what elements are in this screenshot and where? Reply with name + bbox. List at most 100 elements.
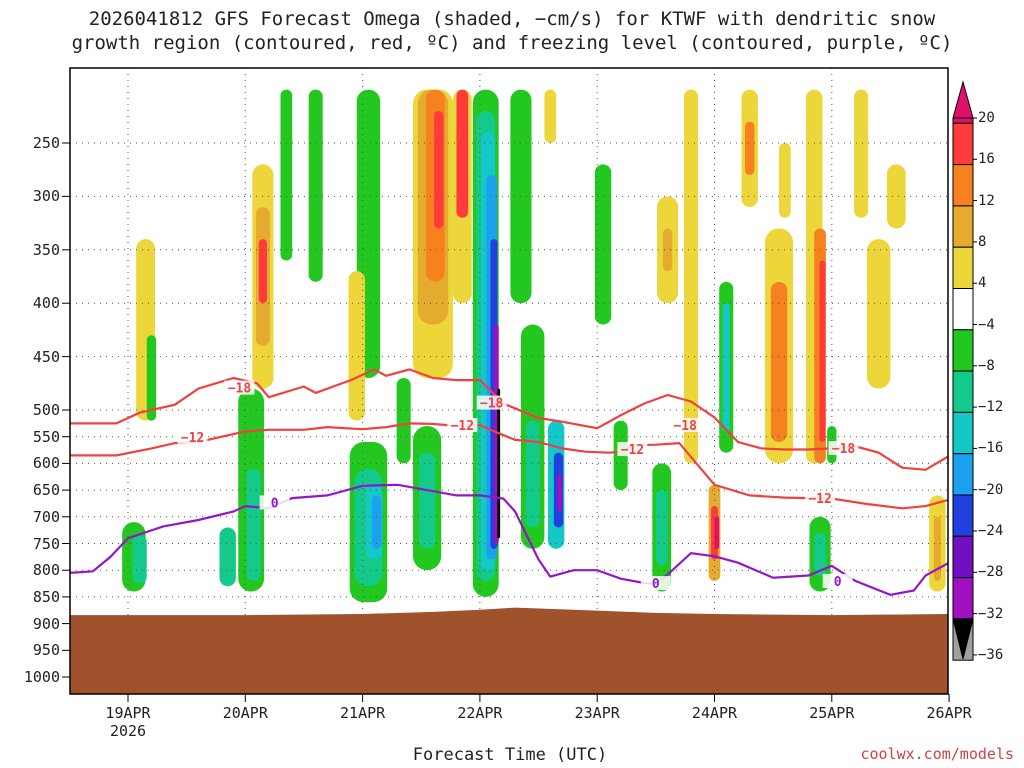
contour-line-1	[70, 368, 948, 471]
x-tick-label-22APR: 22APR	[457, 704, 503, 722]
x-tick-label-20APR: 20APR	[222, 704, 268, 722]
omega-cell-57	[779, 143, 791, 218]
omega-cell-40	[544, 89, 557, 143]
omega-cell-10	[280, 89, 293, 261]
contour-label-bg	[224, 380, 255, 395]
y-tick-label-450: 450	[32, 347, 60, 366]
omega-cell-44	[655, 490, 668, 565]
y-tick-label-850: 850	[32, 587, 60, 606]
y-tick-label-800: 800	[32, 561, 60, 580]
colorbar-swatch-5	[952, 288, 974, 331]
omega-cell-68	[933, 516, 941, 581]
omega-cell-46	[662, 228, 673, 272]
omega-cell-33	[497, 388, 501, 539]
omega-cell-65	[866, 239, 891, 389]
site-credit[interactable]: coolwx.com/models	[860, 745, 1014, 763]
omega-cell-56	[770, 281, 788, 443]
contour-line-2	[70, 422, 948, 510]
contour-label-3-2: 0	[652, 577, 660, 592]
omega-cell-24	[418, 452, 436, 549]
colorbar-arrow-bottom	[952, 618, 974, 660]
colorbar-label-5: −4	[978, 316, 995, 333]
colorbar-label-9: −20	[978, 481, 1004, 498]
contour-label-3-3: 0	[834, 575, 842, 590]
colorbar-swatch-10	[952, 494, 974, 537]
colorbar-label-11: −28	[978, 564, 1004, 581]
y-tick-label-400: 400	[32, 294, 60, 313]
colorbar-label-12: −32	[978, 605, 1004, 622]
contour-label-1-1: −18	[228, 382, 252, 397]
colorbar-label-1: 16	[978, 151, 995, 168]
contour-label-bg	[670, 418, 701, 433]
omega-cell-22	[434, 110, 444, 229]
colorbar-label-3: 8	[978, 233, 987, 250]
x-tick-label-24APR: 24APR	[691, 704, 738, 722]
contour-label-bg	[476, 395, 507, 410]
contour-label-2-4: −12	[808, 492, 831, 507]
contour-label-bg	[447, 418, 478, 433]
chart-title-line-1: 2026041812 GFS Forecast Omega (shaded, −…	[88, 8, 936, 30]
contour-line-3	[70, 483, 948, 596]
y-tick-label-650: 650	[32, 481, 60, 500]
contour-label-1-4: −18	[832, 442, 856, 457]
contour-label-bg	[259, 495, 290, 510]
x-tick-label-26APR: 26APR	[926, 704, 972, 722]
y-tick-label-350: 350	[32, 240, 60, 259]
omega-cell-11	[308, 89, 323, 282]
omega-cell-39	[557, 474, 563, 512]
colorbar-label-8: −16	[978, 440, 1004, 457]
omega-cell-52	[722, 303, 730, 432]
y-tick-label-500: 500	[32, 401, 60, 419]
colorbar-label-10: −24	[978, 523, 1004, 539]
y-tick-label-250: 250	[32, 134, 60, 152]
y-tick-label-750: 750	[32, 534, 60, 553]
contour-label-bg	[822, 573, 853, 588]
y-tick-label-900: 900	[32, 614, 60, 633]
colorbar-label-13: −36	[978, 646, 1004, 663]
contour-label-bg	[805, 491, 836, 506]
contour-label-1-3: −18	[673, 419, 697, 434]
y-tick-label-300: 300	[32, 187, 60, 206]
x-tick-label-21APR: 21APR	[340, 704, 386, 722]
contour-label-1-2: −18	[480, 397, 504, 412]
plot-frame	[69, 67, 949, 695]
colorbar-swatch-6	[952, 329, 974, 372]
year-label: 2026	[109, 722, 147, 740]
colorbar-swatch-2	[952, 164, 974, 207]
colorbar-label-6: −8	[978, 357, 995, 374]
colorbar-swatch-4	[952, 246, 974, 289]
contour-label-2-1: −12	[181, 431, 204, 446]
y-tick-label-550: 550	[32, 427, 60, 446]
omega-cell-15	[371, 495, 382, 549]
y-tick-label-950: 950	[32, 641, 60, 660]
omega-cell-50	[714, 516, 720, 549]
x-axis-title: Forecast Time (UTC)	[412, 745, 608, 765]
omega-cell-9	[258, 239, 268, 304]
omega-cell-64	[854, 89, 869, 218]
terrain-fill	[70, 607, 948, 694]
contour-label-3-1: 0	[271, 496, 279, 511]
colorbar-swatch-11	[952, 535, 974, 579]
contour-label-bg	[828, 440, 859, 455]
colorbar-swatch-3	[952, 205, 974, 248]
chart-title-line-2: growth region (contoured, red, ºC) and f…	[71, 32, 953, 54]
omega-cell-41	[594, 164, 612, 325]
colorbar-label-4: 4	[978, 275, 987, 292]
omega-cell-26	[456, 89, 469, 218]
omega-cell-47	[684, 89, 699, 464]
omega-cell-62	[814, 532, 826, 576]
contour-label-bg	[617, 442, 648, 457]
colorbar-swatch-1	[952, 122, 974, 166]
colorbar-swatch-7	[952, 370, 974, 413]
omega-cell-36	[525, 420, 540, 528]
colorbar-swatch-8	[952, 411, 974, 455]
x-tick-label-25APR: 25APR	[809, 704, 855, 722]
y-tick-label-1000: 1000	[23, 668, 60, 686]
omega-cell-54	[744, 121, 755, 176]
plot-area: −18 −18 −18 −18 −12 −12 −12 −12 0 0 0	[70, 68, 948, 694]
omega-cell-60	[819, 260, 826, 443]
contour-label-2-3: −12	[621, 443, 644, 458]
colorbar-swatch-9	[952, 453, 974, 496]
omega-cell-17	[348, 271, 365, 421]
